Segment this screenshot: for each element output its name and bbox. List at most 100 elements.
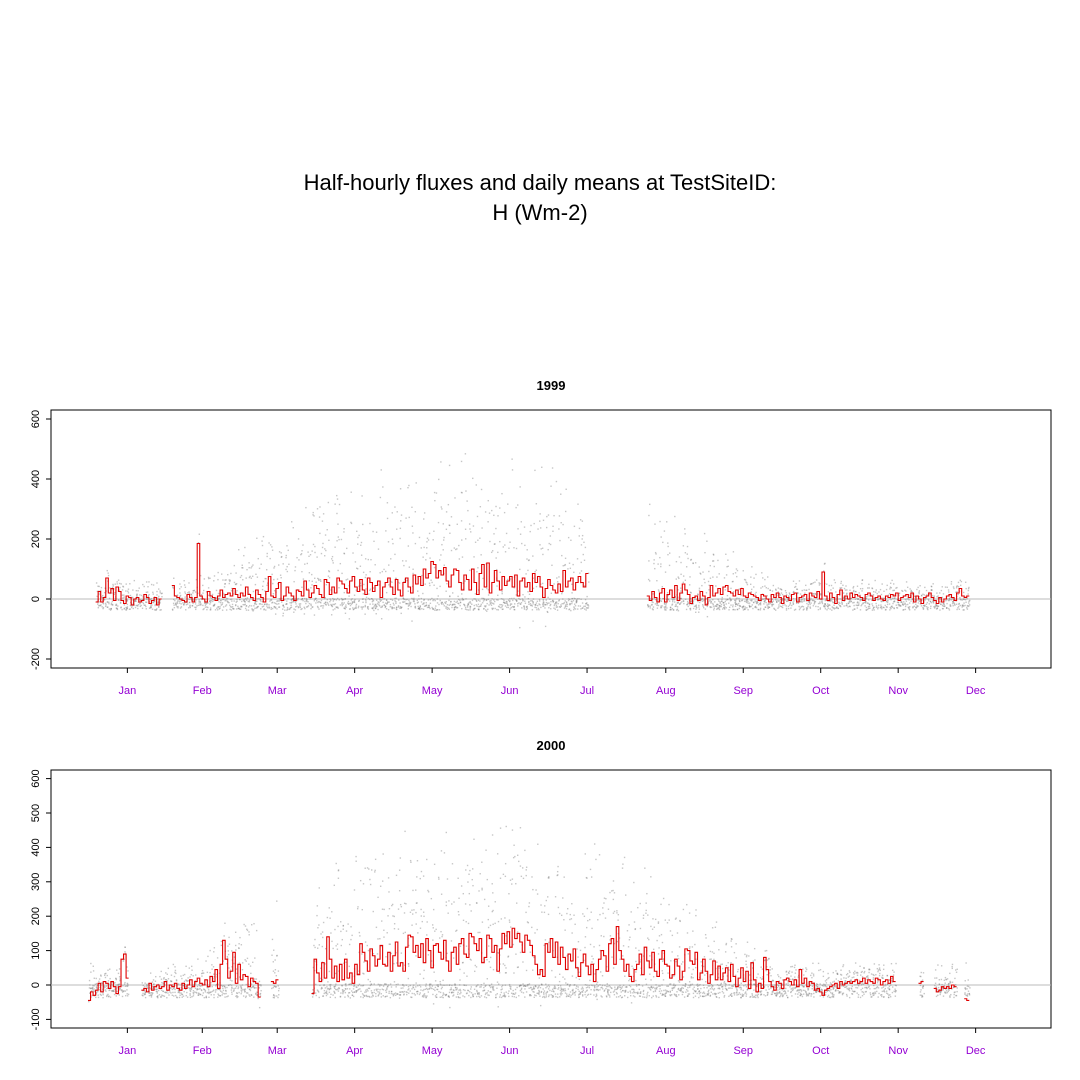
halfhourly-point — [504, 875, 507, 878]
halfhourly-point — [583, 915, 586, 918]
halfhourly-point — [278, 603, 280, 605]
halfhourly-point — [675, 603, 677, 606]
halfhourly-point — [552, 995, 554, 997]
halfhourly-point — [398, 869, 401, 871]
halfhourly-point — [581, 607, 584, 609]
halfhourly-point — [122, 597, 124, 599]
halfhourly-point — [343, 607, 345, 609]
halfhourly-point — [470, 986, 473, 988]
halfhourly-point — [268, 606, 270, 608]
halfhourly-point — [177, 983, 180, 985]
halfhourly-point — [881, 597, 883, 599]
halfhourly-point — [208, 577, 210, 580]
halfhourly-point — [210, 991, 213, 993]
halfhourly-point — [483, 605, 486, 607]
halfhourly-point — [544, 996, 546, 999]
halfhourly-point — [155, 609, 157, 611]
halfhourly-point — [192, 600, 194, 602]
halfhourly-point — [721, 598, 723, 601]
halfhourly-point — [273, 949, 275, 951]
halfhourly-point — [805, 584, 807, 587]
halfhourly-point — [399, 488, 402, 490]
halfhourly-point — [412, 568, 414, 570]
halfhourly-point — [539, 995, 541, 997]
halfhourly-point — [427, 604, 430, 607]
halfhourly-point — [497, 1006, 499, 1008]
halfhourly-point — [933, 606, 935, 608]
halfhourly-point — [440, 603, 443, 605]
halfhourly-point — [451, 991, 453, 993]
halfhourly-point — [581, 991, 584, 993]
halfhourly-point — [270, 599, 273, 601]
halfhourly-point — [313, 614, 316, 616]
halfhourly-point — [835, 599, 838, 602]
halfhourly-point — [839, 598, 841, 600]
halfhourly-point — [701, 597, 704, 600]
halfhourly-point — [341, 599, 343, 601]
halfhourly-point — [139, 605, 141, 608]
halfhourly-point — [708, 600, 710, 602]
halfhourly-point — [436, 988, 438, 991]
halfhourly-point — [452, 604, 454, 606]
halfhourly-point — [372, 587, 375, 589]
halfhourly-point — [152, 601, 154, 603]
halfhourly-point — [230, 609, 233, 611]
halfhourly-point — [148, 987, 151, 989]
y-tick-label: -100 — [30, 1008, 42, 1030]
halfhourly-point — [358, 970, 360, 972]
halfhourly-point — [380, 469, 382, 471]
halfhourly-point — [891, 606, 894, 609]
halfhourly-point — [911, 598, 914, 601]
halfhourly-point — [730, 598, 732, 601]
halfhourly-point — [244, 959, 246, 961]
halfhourly-point — [901, 603, 904, 605]
halfhourly-point — [180, 586, 182, 588]
halfhourly-point — [344, 612, 347, 614]
halfhourly-point — [241, 567, 243, 569]
halfhourly-point — [803, 600, 805, 602]
halfhourly-point — [318, 924, 320, 926]
halfhourly-point — [369, 980, 371, 983]
halfhourly-point — [677, 602, 679, 604]
halfhourly-point — [580, 570, 583, 572]
halfhourly-point — [453, 609, 455, 611]
halfhourly-point — [819, 602, 821, 605]
halfhourly-point — [362, 994, 365, 996]
halfhourly-point — [936, 605, 938, 607]
halfhourly-point — [191, 605, 193, 607]
halfhourly-point — [560, 994, 562, 996]
halfhourly-point — [381, 605, 384, 607]
halfhourly-point — [567, 995, 570, 997]
halfhourly-point — [227, 600, 229, 603]
halfhourly-point — [224, 583, 226, 585]
halfhourly-point — [395, 577, 397, 580]
halfhourly-point — [449, 532, 451, 534]
halfhourly-point — [391, 904, 393, 907]
halfhourly-point — [213, 951, 215, 953]
halfhourly-point — [462, 599, 465, 601]
halfhourly-point — [195, 606, 197, 609]
halfhourly-point — [412, 572, 414, 575]
halfhourly-point — [393, 923, 396, 925]
halfhourly-point — [573, 608, 575, 611]
halfhourly-point — [220, 573, 223, 575]
halfhourly-point — [340, 921, 342, 923]
halfhourly-point — [261, 588, 264, 591]
halfhourly-point — [831, 609, 833, 611]
halfhourly-point — [240, 986, 242, 988]
halfhourly-point — [962, 605, 965, 607]
halfhourly-point — [886, 584, 888, 587]
halfhourly-point — [903, 608, 905, 611]
halfhourly-point — [244, 597, 247, 600]
halfhourly-point — [223, 993, 226, 995]
halfhourly-point — [115, 604, 117, 606]
halfhourly-point — [509, 600, 511, 602]
halfhourly-point — [102, 992, 104, 994]
halfhourly-point — [235, 572, 237, 574]
halfhourly-point — [473, 607, 476, 610]
halfhourly-point — [176, 997, 178, 999]
halfhourly-point — [263, 603, 266, 606]
halfhourly-point — [461, 593, 463, 595]
halfhourly-point — [204, 606, 207, 608]
halfhourly-point — [225, 609, 228, 611]
